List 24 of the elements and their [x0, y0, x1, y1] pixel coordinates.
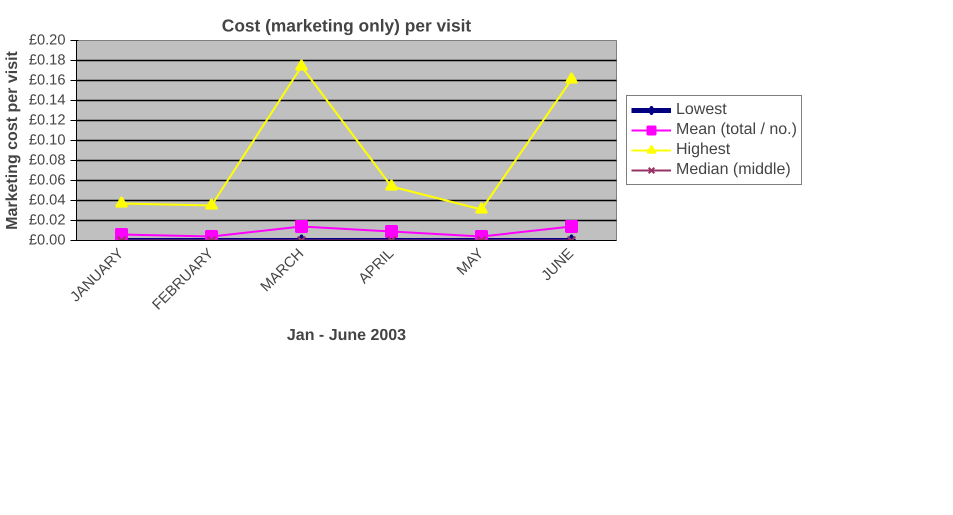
chart-title: Cost (marketing only) per visit — [222, 16, 472, 36]
point — [385, 179, 398, 191]
y-tick-label: £0.10 — [28, 132, 66, 148]
y-tick-label: £0.04 — [28, 192, 66, 208]
point — [205, 198, 218, 210]
y-tick-label: £0.12 — [28, 112, 66, 128]
y-axis-title: Marketing cost per visit — [4, 50, 21, 230]
y-tick-label: £0.00 — [28, 232, 66, 248]
y-tick-label: £0.18 — [28, 52, 66, 68]
legend-label: Lowest — [676, 101, 727, 119]
y-tick-label: £0.06 — [28, 172, 66, 188]
y-tick-label: £0.20 — [28, 32, 66, 48]
y-tick-label: £0.02 — [28, 212, 66, 228]
point — [295, 59, 308, 71]
legend-label: Median (middle) — [676, 161, 791, 179]
y-tick-label: £0.14 — [28, 92, 66, 108]
legend-label: Highest — [676, 141, 730, 159]
point — [475, 202, 488, 214]
point — [115, 196, 128, 208]
legend-label: Mean (total / no.) — [676, 121, 797, 139]
y-tick-label: £0.08 — [28, 152, 66, 168]
x-axis-title: Jan - June 2003 — [286, 327, 406, 344]
point — [565, 72, 578, 84]
y-tick-label: £0.16 — [28, 72, 66, 88]
